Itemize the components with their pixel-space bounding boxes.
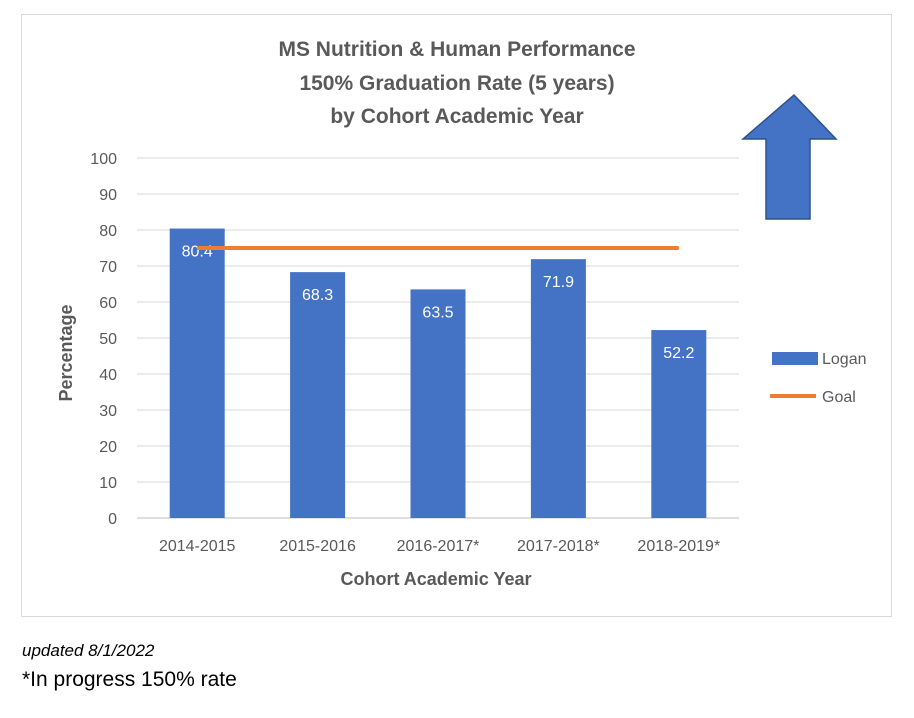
legend: Logan Goal xyxy=(770,351,867,406)
legend-logan-swatch xyxy=(772,352,818,365)
bar-2016-2017* xyxy=(410,289,466,518)
y-tick-label: 30 xyxy=(99,403,117,420)
bar-data-label: 71.9 xyxy=(543,274,574,291)
chart-title-line-1: MS Nutrition & Human Performance xyxy=(278,38,635,61)
x-tick-label: 2018-2019* xyxy=(637,538,720,555)
x-tick-label: 2014-2015 xyxy=(159,538,236,555)
x-tick-label: 2016-2017* xyxy=(397,538,480,555)
x-axis-ticks: 2014-2015 2015-2016 2016-2017* 2017-2018* 20… xyxy=(159,538,720,555)
y-axis-title: Percentage xyxy=(56,304,76,401)
bar-series: 80.468.363.571.952.2 xyxy=(169,228,707,518)
footnote-in-progress: *In progress 150% rate xyxy=(22,668,237,691)
chart-frame: MS Nutrition & Human Performance 150% Gr… xyxy=(21,14,892,617)
y-tick-label: 90 xyxy=(99,187,117,204)
bar-2018-2019* xyxy=(651,330,707,518)
y-tick-label: 20 xyxy=(99,439,117,456)
bar-data-label: 68.3 xyxy=(302,287,333,304)
chart-title-line-2: 150% Graduation Rate (5 years) xyxy=(299,72,614,95)
up-arrow-icon xyxy=(740,93,838,220)
bar-2015-2016 xyxy=(290,272,346,518)
bar-data-label: 52.2 xyxy=(663,345,694,362)
y-tick-label: 80 xyxy=(99,223,117,240)
footnote-updated: updated 8/1/2022 xyxy=(22,641,155,660)
y-tick-label: 60 xyxy=(99,295,117,312)
x-tick-label: 2017-2018* xyxy=(517,538,600,555)
legend-logan-label: Logan xyxy=(822,351,867,368)
legend-goal-label: Goal xyxy=(822,389,856,406)
bar-data-label: 63.5 xyxy=(422,304,453,321)
chart-title-line-3: by Cohort Academic Year xyxy=(330,105,583,128)
bar-2017-2018* xyxy=(530,259,586,518)
bar-2014-2015 xyxy=(169,228,225,518)
y-tick-label: 70 xyxy=(99,259,117,276)
y-tick-label: 100 xyxy=(90,151,117,168)
y-axis-ticks: 0 10 20 30 40 50 60 70 80 90 100 xyxy=(90,151,117,528)
chart-svg: MS Nutrition & Human Performance 150% Gr… xyxy=(56,38,867,589)
y-tick-label: 40 xyxy=(99,367,117,384)
y-tick-label: 10 xyxy=(99,475,117,492)
y-tick-label: 0 xyxy=(108,511,117,528)
y-tick-label: 50 xyxy=(99,331,117,348)
x-axis-title: Cohort Academic Year xyxy=(340,569,531,589)
chart-title: MS Nutrition & Human Performance 150% Gr… xyxy=(278,38,635,128)
x-tick-label: 2015-2016 xyxy=(279,538,356,555)
